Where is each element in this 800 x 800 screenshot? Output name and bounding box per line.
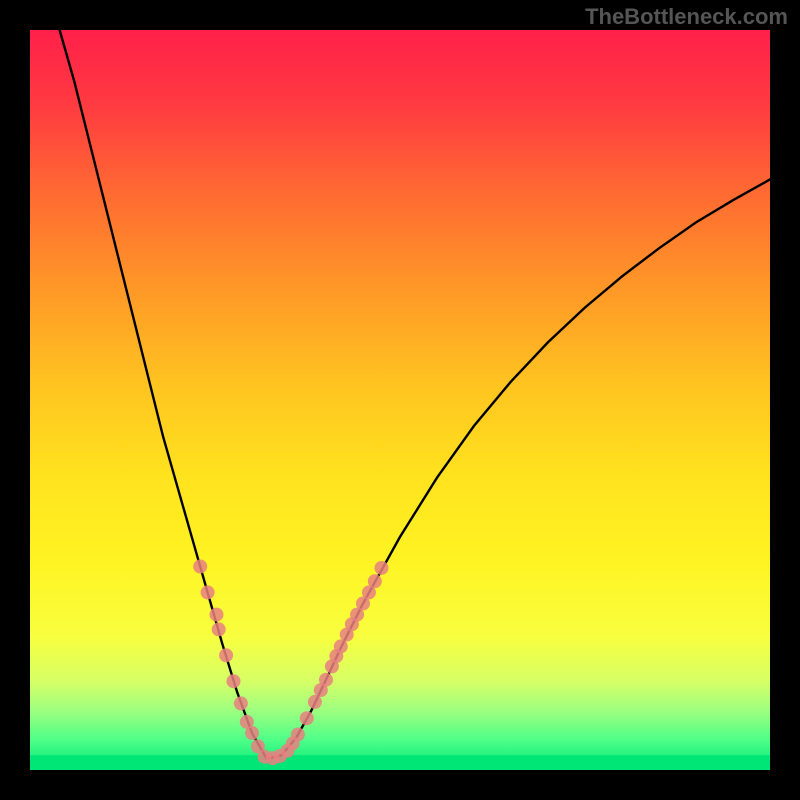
highlight-dot: [201, 585, 215, 599]
bottleneck-chart-svg: [0, 0, 800, 800]
chart-stage: TheBottleneck.com: [0, 0, 800, 800]
highlight-dot: [234, 696, 248, 710]
bottom-band: [30, 755, 770, 770]
highlight-dot: [319, 673, 333, 687]
highlight-dot: [334, 639, 348, 653]
highlight-dot: [291, 727, 305, 741]
highlight-dot: [245, 726, 259, 740]
highlight-dot: [308, 695, 322, 709]
highlight-dot: [209, 608, 223, 622]
gradient-background: [30, 30, 770, 770]
highlight-dot: [212, 622, 226, 636]
highlight-dot: [375, 561, 389, 575]
highlight-dot: [219, 648, 233, 662]
highlight-dot: [300, 711, 314, 725]
highlight-dot: [227, 674, 241, 688]
highlight-dot: [368, 574, 382, 588]
highlight-dot: [193, 560, 207, 574]
